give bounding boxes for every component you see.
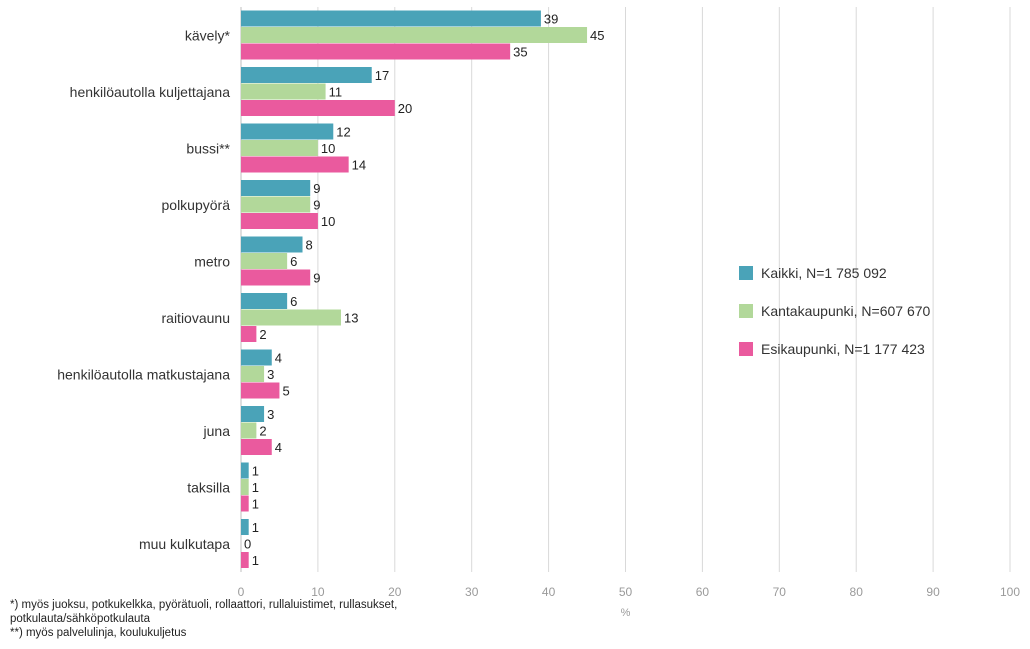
data-label: 9: [313, 181, 320, 196]
x-tick-label: 80: [850, 585, 864, 599]
category-label: muu kulkutapa: [139, 536, 230, 552]
data-label: 10: [321, 214, 335, 229]
data-label: 5: [282, 383, 289, 398]
labels: 0 10 20 30 40 50 60 70 80 90 100%kävely*394535henk…: [57, 11, 1020, 619]
bar-series-2: [241, 27, 588, 43]
x-tick-label: 30: [465, 585, 479, 599]
data-label: 6: [290, 254, 297, 269]
bar-series-2: [241, 422, 257, 439]
data-label: 2: [259, 327, 266, 342]
bars: [241, 10, 588, 568]
category-label: bussi**: [186, 140, 230, 156]
legend-entry-label: Kantakaupunki, N=607 670: [761, 303, 931, 319]
bar-series-2: [241, 83, 326, 100]
bar-series-2: [241, 140, 318, 156]
bar-series-3: [241, 156, 349, 173]
bar-series-1: [241, 293, 288, 309]
data-label: 1: [252, 520, 259, 535]
bar-series-1: [241, 123, 334, 140]
legend-swatch: [739, 342, 753, 356]
bar-series-2: [241, 309, 341, 326]
category-label: henkilöautolla kuljettajana: [70, 84, 231, 100]
bar-series-3: [241, 326, 257, 342]
bar-series-3: [241, 100, 395, 116]
bar-series-1: [241, 180, 311, 196]
bar-series-3: [241, 495, 249, 512]
data-label: 9: [313, 197, 320, 212]
legend-swatch: [739, 266, 753, 280]
data-label: 2: [259, 423, 266, 438]
data-label: 3: [267, 367, 274, 382]
footnote-walking: *) myös juoksu, potkukelkka, pyörätuoli,…: [10, 599, 398, 625]
data-label: 4: [275, 440, 282, 455]
data-label: 1: [252, 553, 259, 568]
data-label: 1: [252, 480, 259, 495]
data-label: 4: [275, 350, 282, 365]
footnotes: *) myös juoksu, potkukelkka, pyörätuoli,…: [10, 598, 530, 640]
x-tick-label: 50: [619, 585, 633, 599]
legend-entry-label: Kaikki, N=1 785 092: [761, 265, 887, 281]
x-tick-label: 60: [696, 585, 710, 599]
data-label: 13: [344, 310, 358, 325]
data-label: 10: [321, 141, 335, 156]
data-label: 1: [252, 496, 259, 511]
data-label: 17: [375, 68, 389, 83]
bar-series-2: [241, 253, 288, 269]
data-label: 12: [336, 124, 350, 139]
category-label: metro: [194, 253, 230, 269]
x-tick-label: 40: [542, 585, 556, 599]
data-label: 39: [544, 11, 558, 26]
bar-series-3: [241, 213, 318, 229]
x-tick-label: 90: [926, 585, 940, 599]
data-label: 6: [290, 294, 297, 309]
x-tick-label: 70: [773, 585, 787, 599]
category-label: henkilöautolla matkustajana: [57, 366, 230, 382]
x-tick-label: 100: [1000, 585, 1020, 599]
bar-series-3: [241, 43, 511, 60]
bar-series-1: [241, 349, 272, 366]
data-label: 20: [398, 101, 412, 116]
data-label: 0: [244, 536, 251, 551]
x-tick-label: 20: [388, 585, 402, 599]
footnote-bus: **) myös palvelulinja, koulukuljetus: [10, 627, 187, 639]
bar-series-1: [241, 10, 541, 27]
category-label: juna: [203, 423, 231, 439]
bar-series-2: [241, 196, 311, 213]
bar-series-3: [241, 269, 311, 286]
bar-series-1: [241, 519, 249, 535]
bar-series-1: [241, 406, 265, 422]
category-label: raitiovaunu: [162, 310, 231, 326]
data-label: 14: [352, 157, 366, 172]
data-label: 11: [329, 84, 343, 99]
legend: Kaikki, N=1 785 092 Kantakaupunki, N=607 …: [739, 265, 931, 357]
x-tick-label: 10: [311, 585, 325, 599]
data-label: 3: [267, 407, 274, 422]
legend-swatch: [739, 304, 753, 318]
grid-lines: [240, 7, 1011, 572]
bar-series-3: [241, 382, 280, 399]
x-tick-label: 0: [238, 585, 245, 599]
bar-series-1: [241, 67, 372, 83]
bar-series-2: [241, 479, 249, 495]
bar-series-1: [241, 462, 249, 479]
category-label: kävely*: [185, 27, 231, 43]
data-label: 1: [252, 463, 259, 478]
category-label: taksilla: [187, 479, 230, 495]
category-label: polkupyörä: [162, 197, 231, 213]
legend-entry-label: Esikaupunki, N=1 177 423: [761, 341, 925, 357]
bar-series-3: [241, 439, 272, 455]
bar-series-2: [241, 366, 265, 382]
bar-series-1: [241, 236, 303, 253]
data-label: 9: [313, 270, 320, 285]
x-axis-label: %: [621, 607, 631, 619]
data-label: 35: [513, 44, 527, 59]
bar-series-3: [241, 552, 249, 568]
data-label: 45: [590, 28, 604, 43]
data-label: 8: [306, 237, 313, 252]
